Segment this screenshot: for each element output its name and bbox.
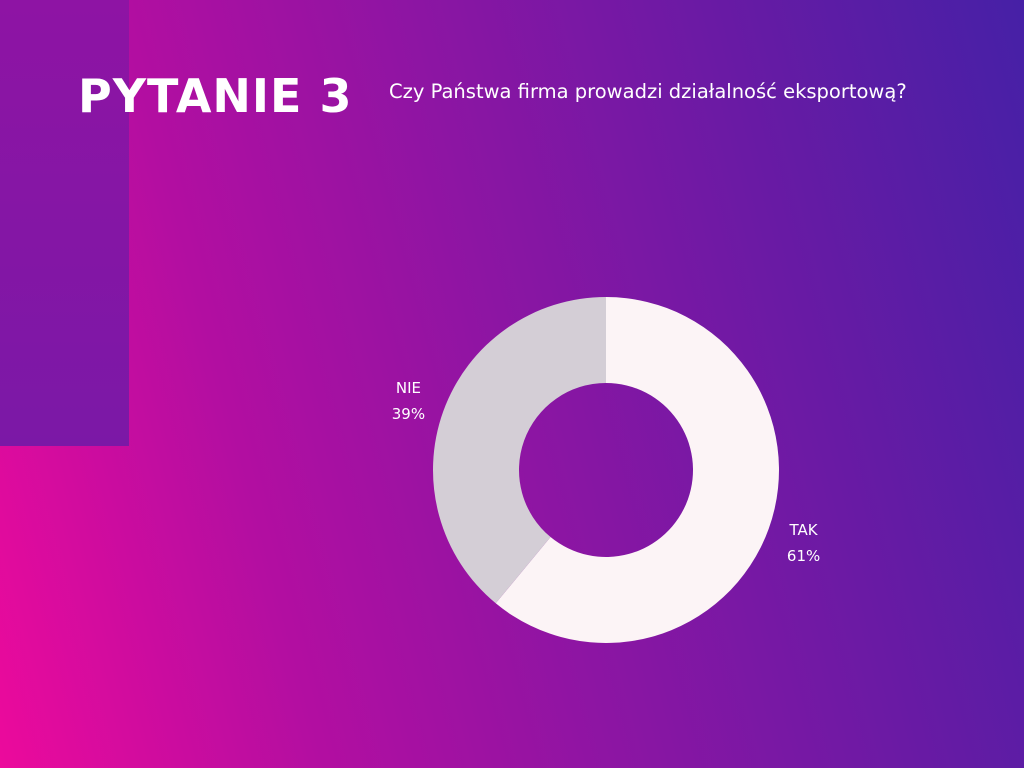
slice-label-tak-name: TAK [789,521,819,539]
slice-label-nie-name: NIE [396,379,421,397]
slice-label-nie-value: 39% [392,405,425,423]
slice-label-tak-value: 61% [787,547,820,565]
chart-labels: TAK 61% NIE 39% [392,379,821,565]
page-title: PYTANIE 3 [78,69,353,123]
slice-nie [433,297,606,604]
slice-tak [495,297,779,643]
chart-slices [433,297,779,643]
decorative-side-panel [0,0,129,446]
question-text: Czy Państwa firma prowadzi działalność e… [389,80,907,103]
